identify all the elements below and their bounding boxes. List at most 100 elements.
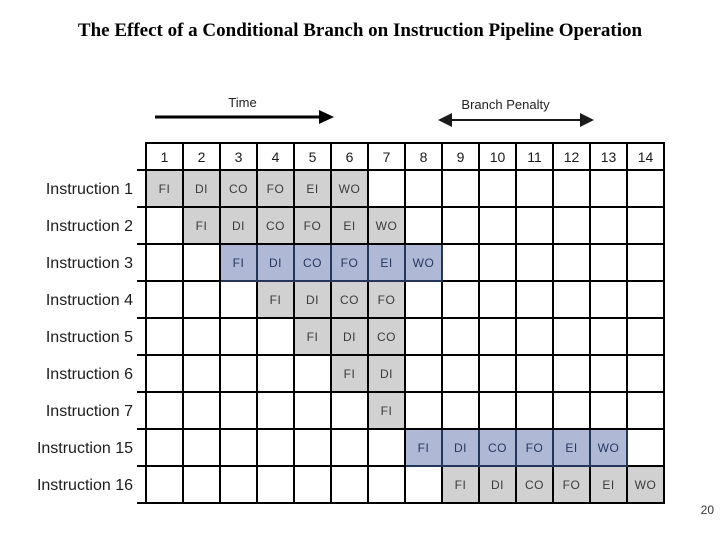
empty-cell xyxy=(184,430,221,467)
time-unit-header-3: 3 xyxy=(221,144,258,171)
stage-cell-instruction-3-di: DI xyxy=(258,245,295,282)
row-label-instruction-1: Instruction 1 xyxy=(45,181,133,198)
empty-cell xyxy=(258,393,295,430)
stage-cell-instruction-3-wo: WO xyxy=(406,245,443,282)
row-label-instruction-15: Instruction 15 xyxy=(36,440,133,457)
empty-cell xyxy=(554,282,591,319)
empty-cell xyxy=(184,319,221,356)
time-unit-header-11: 11 xyxy=(517,144,554,171)
time-axis-label: Time xyxy=(228,95,257,110)
empty-cell xyxy=(332,430,369,467)
time-unit-header-14: 14 xyxy=(628,144,665,171)
stage-cell-instruction-1-co: CO xyxy=(221,171,258,208)
stage-cell-instruction-1-ei: EI xyxy=(295,171,332,208)
stage-cell-instruction-16-wo: WO xyxy=(628,467,665,504)
empty-cell xyxy=(147,467,184,504)
empty-cell xyxy=(443,356,480,393)
stage-cell-instruction-15-fo: FO xyxy=(517,430,554,467)
empty-cell xyxy=(628,430,665,467)
empty-cell xyxy=(258,356,295,393)
stage-cell-instruction-4-di: DI xyxy=(295,282,332,319)
time-unit-header-1: 1 xyxy=(147,144,184,171)
row-boundary-tick xyxy=(137,428,146,430)
empty-cell xyxy=(517,356,554,393)
empty-cell xyxy=(369,430,406,467)
empty-cell xyxy=(591,208,628,245)
stage-cell-instruction-4-fo: FO xyxy=(369,282,406,319)
branch-penalty-arrow-icon xyxy=(438,113,594,127)
time-unit-header-7: 7 xyxy=(369,144,406,171)
stage-cell-instruction-3-ei: EI xyxy=(369,245,406,282)
empty-cell xyxy=(628,208,665,245)
stage-cell-instruction-1-di: DI xyxy=(184,171,221,208)
empty-cell xyxy=(221,467,258,504)
empty-cell xyxy=(591,393,628,430)
stage-cell-instruction-16-fo: FO xyxy=(554,467,591,504)
page-number: 20 xyxy=(700,503,714,517)
arrow-annotations xyxy=(155,110,594,127)
stage-cell-instruction-5-di: DI xyxy=(332,319,369,356)
row-boundary-tick xyxy=(137,206,146,208)
stage-cell-instruction-15-co: CO xyxy=(480,430,517,467)
empty-cell xyxy=(591,282,628,319)
empty-cell xyxy=(147,393,184,430)
time-arrow-icon xyxy=(155,110,334,124)
empty-cell xyxy=(221,282,258,319)
empty-cell xyxy=(147,282,184,319)
stage-cell-instruction-6-fi: FI xyxy=(332,356,369,393)
stage-cell-instruction-2-fi: FI xyxy=(184,208,221,245)
stage-cell-instruction-16-fi: FI xyxy=(443,467,480,504)
empty-cell xyxy=(295,430,332,467)
row-label-instruction-7: Instruction 7 xyxy=(45,403,133,420)
row-label-instruction-6: Instruction 6 xyxy=(45,366,133,383)
stage-cell-instruction-16-ei: EI xyxy=(591,467,628,504)
empty-cell xyxy=(517,245,554,282)
time-unit-header-4: 4 xyxy=(258,144,295,171)
empty-cell xyxy=(443,245,480,282)
row-boundary-tick xyxy=(137,465,146,467)
empty-cell xyxy=(517,282,554,319)
empty-cell xyxy=(628,319,665,356)
time-unit-header-12: 12 xyxy=(554,144,591,171)
empty-cell xyxy=(480,171,517,208)
stage-cell-instruction-4-fi: FI xyxy=(258,282,295,319)
stage-cell-instruction-5-fi: FI xyxy=(295,319,332,356)
empty-cell xyxy=(554,208,591,245)
empty-cell xyxy=(628,282,665,319)
empty-cell xyxy=(480,319,517,356)
time-unit-header-6: 6 xyxy=(332,144,369,171)
empty-cell xyxy=(480,356,517,393)
row-label-instruction-4: Instruction 4 xyxy=(45,292,133,309)
stage-cell-instruction-1-fo: FO xyxy=(258,171,295,208)
empty-cell xyxy=(147,430,184,467)
empty-cell xyxy=(517,171,554,208)
empty-cell xyxy=(406,208,443,245)
empty-cell xyxy=(332,467,369,504)
empty-cell xyxy=(591,171,628,208)
stage-cell-instruction-15-di: DI xyxy=(443,430,480,467)
empty-cell xyxy=(406,171,443,208)
stage-cell-instruction-5-co: CO xyxy=(369,319,406,356)
empty-cell xyxy=(443,393,480,430)
row-label-instruction-2: Instruction 2 xyxy=(45,218,133,235)
empty-cell xyxy=(554,356,591,393)
row-boundary-tick xyxy=(137,317,146,319)
empty-cell xyxy=(628,356,665,393)
empty-cell xyxy=(184,393,221,430)
row-boundary-tick xyxy=(137,280,146,282)
slide-title: The Effect of a Conditional Branch on In… xyxy=(77,20,643,41)
time-unit-header-5: 5 xyxy=(295,144,332,171)
stage-cell-instruction-3-co: CO xyxy=(295,245,332,282)
stage-cell-instruction-3-fo: FO xyxy=(332,245,369,282)
time-unit-header-2: 2 xyxy=(184,144,221,171)
row-boundary-tick xyxy=(137,391,146,393)
empty-cell xyxy=(480,245,517,282)
empty-cell xyxy=(591,356,628,393)
time-unit-header-13: 13 xyxy=(591,144,628,171)
empty-cell xyxy=(184,467,221,504)
time-unit-header-8: 8 xyxy=(406,144,443,171)
empty-cell xyxy=(628,171,665,208)
stage-cell-instruction-15-ei: EI xyxy=(554,430,591,467)
empty-cell xyxy=(184,356,221,393)
